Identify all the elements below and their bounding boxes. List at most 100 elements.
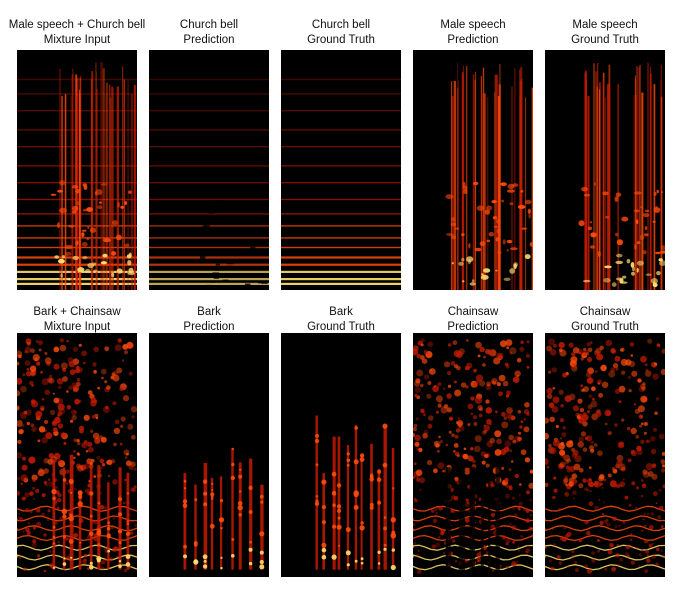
bark-energy [89, 462, 93, 465]
noise-texture [112, 401, 117, 406]
bark-energy [52, 542, 56, 545]
speech-formant [644, 209, 650, 213]
noise-texture [473, 445, 481, 453]
noise-texture [26, 341, 31, 346]
noise-texture [496, 382, 501, 387]
noise-texture [17, 390, 21, 397]
speech-formant [589, 221, 593, 224]
noise-texture [54, 486, 58, 489]
noise-texture [57, 491, 60, 495]
speech-formant [100, 183, 108, 186]
speech-formant [76, 201, 81, 205]
noise-texture [582, 447, 588, 452]
noise-texture [73, 438, 78, 443]
noise-texture [414, 434, 421, 442]
noise-texture [549, 349, 557, 356]
bark-energy [194, 498, 198, 502]
noise-texture [566, 468, 571, 473]
bark-energy [377, 469, 382, 474]
speech-formant [471, 279, 475, 283]
noise-texture [453, 450, 456, 453]
spectrogram-image [545, 50, 665, 290]
noise-texture [578, 538, 583, 543]
noise-texture [93, 475, 97, 478]
bark-energy [237, 505, 243, 511]
speech-formant [652, 220, 656, 223]
noise-texture [609, 543, 614, 548]
bark-energy [376, 477, 382, 483]
harmonic-band [281, 78, 401, 81]
noise-texture [498, 374, 506, 382]
bark-energy [69, 513, 73, 517]
speech-formant [660, 245, 665, 251]
noise-texture [420, 383, 424, 388]
spectrogram-image [149, 333, 269, 577]
noise-texture [587, 347, 593, 353]
noise-texture [22, 456, 26, 461]
noise-texture [18, 429, 24, 435]
bark-energy [126, 520, 130, 523]
noise-texture [630, 533, 633, 536]
bark-pulse [383, 425, 387, 570]
noise-texture [48, 377, 55, 384]
noise-texture [548, 338, 555, 346]
bark-energy [182, 499, 188, 504]
noise-texture [116, 556, 118, 558]
noise-texture [641, 386, 646, 391]
bark-energy [220, 527, 223, 530]
noise-texture [120, 424, 124, 428]
noise-texture [584, 519, 589, 525]
speech-formant [451, 262, 454, 265]
noise-texture [574, 568, 579, 573]
noise-texture [645, 463, 653, 470]
noise-texture [617, 441, 625, 449]
noise-texture [552, 396, 560, 404]
noise-texture [640, 439, 645, 444]
noise-texture [432, 518, 438, 523]
noise-texture [642, 518, 645, 521]
engine-harmonic [545, 515, 665, 522]
speech-formant [111, 272, 115, 278]
bark-energy [382, 462, 388, 468]
noise-texture [619, 348, 624, 352]
bark-energy [231, 538, 235, 541]
noise-texture [415, 417, 419, 421]
speech-formant [507, 189, 515, 193]
noise-texture [610, 367, 616, 373]
noise-texture [520, 535, 524, 538]
noise-texture [435, 542, 440, 547]
noise-texture [23, 567, 27, 572]
speech-formant [509, 268, 516, 274]
noise-texture [641, 483, 647, 489]
artifact [261, 281, 268, 284]
noise-texture [93, 519, 99, 525]
speech-formant [100, 261, 107, 265]
noise-texture [560, 404, 564, 408]
noise-texture [62, 367, 67, 372]
noise-texture [599, 345, 604, 350]
noise-texture [74, 487, 77, 491]
noise-texture [567, 565, 570, 568]
noise-texture [588, 394, 593, 399]
harmonic-band [281, 237, 401, 239]
speech-formant [636, 241, 641, 245]
noise-texture [464, 559, 468, 562]
speech-streak [647, 62, 650, 290]
bark-energy [211, 489, 214, 491]
noise-texture [36, 521, 42, 527]
speech-formant [659, 250, 665, 254]
noise-texture [652, 543, 654, 545]
spectrogram-content [17, 62, 137, 290]
noise-texture [99, 505, 105, 510]
noise-texture [512, 439, 517, 444]
noise-texture [506, 566, 509, 569]
bark-energy [117, 529, 123, 534]
noise-texture [413, 432, 416, 438]
panel-caption: Male speech Prediction [403, 18, 543, 48]
panel-caption: Bark Prediction [139, 305, 279, 335]
noise-texture [439, 529, 442, 532]
speech-formant [86, 207, 93, 212]
noise-texture [114, 419, 120, 425]
harmonic-band [149, 165, 269, 167]
noise-texture [413, 497, 417, 501]
